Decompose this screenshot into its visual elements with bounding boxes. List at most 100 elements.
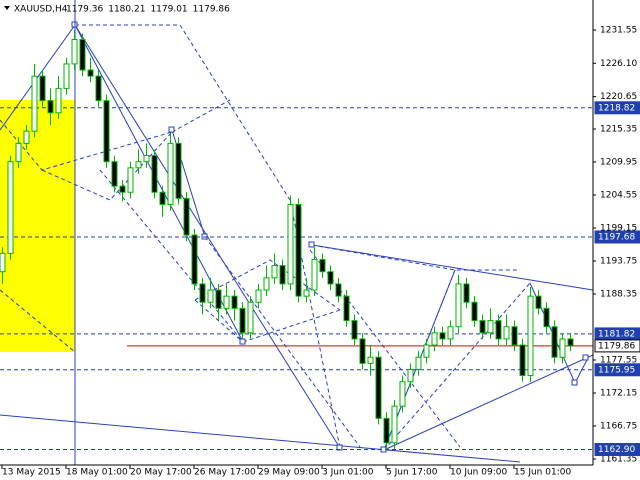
- x-tick-label: 29 May 09:00: [258, 468, 320, 478]
- y-tick-label: 1220.65: [600, 92, 637, 102]
- price-tag-label: 1218.82: [598, 103, 635, 113]
- candle-body: [415, 356, 422, 370]
- candle-body: [399, 381, 406, 407]
- candle-body: [191, 234, 198, 285]
- candle-body: [495, 320, 502, 340]
- candle-body: [487, 320, 494, 334]
- price-tag-label: 1197.68: [598, 232, 635, 242]
- y-tick-label: 1193.75: [600, 257, 637, 267]
- candle-body: [327, 271, 334, 285]
- candle-body: [279, 265, 286, 285]
- candle-body: [71, 38, 78, 65]
- price-tag: [594, 101, 640, 115]
- candle-body: [255, 289, 262, 303]
- candle-body: [463, 283, 470, 303]
- candle-body: [343, 295, 350, 322]
- candle-body: [551, 326, 558, 358]
- y-tick-label: 1204.55: [600, 191, 637, 201]
- candle-body: [127, 167, 134, 193]
- price-tag: [594, 363, 640, 377]
- quote-value: 1180.21: [108, 5, 145, 15]
- quote-value: 1179.86: [193, 5, 230, 15]
- candle-body: [143, 155, 150, 163]
- y-tick-label: 1177.55: [600, 356, 637, 366]
- candle-body: [447, 326, 454, 340]
- candle-body: [231, 295, 238, 309]
- price-tag: [594, 230, 640, 244]
- y-tick-label: 1209.95: [600, 158, 637, 168]
- candle-body: [431, 332, 438, 346]
- price-tag: [594, 443, 640, 457]
- candle-body: [439, 332, 446, 340]
- candle-body: [527, 295, 534, 377]
- price-tag-label: 1181.82: [598, 329, 635, 339]
- y-tick-label: 1199.15: [600, 224, 637, 234]
- candle-body: [295, 203, 302, 297]
- x-tick-label: 26 May 17:00: [194, 468, 256, 478]
- candle-body: [103, 100, 110, 163]
- symbol-arrow: [4, 6, 10, 10]
- candle-body: [167, 142, 174, 205]
- candle-body: [63, 63, 70, 89]
- candle-body: [135, 161, 142, 169]
- x-tick-label: 20 May 17:00: [130, 468, 192, 478]
- candle-body: [311, 258, 318, 291]
- x-tick-label: 15 Jun 01:00: [514, 468, 571, 478]
- y-tick-label: 1215.35: [600, 125, 637, 135]
- candle-body: [407, 368, 414, 383]
- candle-body: [239, 307, 246, 334]
- plot: [0, 30, 593, 451]
- candle-body: [519, 344, 526, 377]
- candle-body: [15, 142, 22, 163]
- candle-body: [23, 130, 30, 144]
- candle-body: [247, 301, 254, 334]
- candle-body: [423, 344, 430, 358]
- candle-body: [159, 191, 166, 205]
- candle-body: [119, 185, 126, 193]
- chart-title: XAUUSD,H4: [14, 5, 68, 15]
- candle-body: [391, 405, 398, 444]
- x-tick-label: 3 Jun 01:00: [322, 468, 374, 478]
- candle-body: [335, 283, 342, 297]
- price-tag-label: 1179.86: [598, 341, 635, 351]
- dashed-lines: [0, 24, 531, 451]
- candle-body: [47, 100, 54, 114]
- candle-body: [543, 307, 550, 328]
- price-tag: [594, 339, 640, 353]
- candle-body: [207, 289, 214, 303]
- x-tick-label: 5 Jun 17:00: [386, 468, 438, 478]
- candle-body: [87, 69, 94, 77]
- candle-body: [287, 203, 294, 285]
- x-tick-label: 18 May 01:00: [66, 468, 128, 478]
- quote-value: 1179.36: [66, 5, 103, 15]
- candle-body: [183, 197, 190, 236]
- y-tick-label: 1172.15: [600, 389, 637, 399]
- price-tag-label: 1162.90: [598, 445, 635, 455]
- candle-body: [351, 320, 358, 340]
- candle-body: [455, 283, 462, 328]
- candle-body: [567, 338, 574, 347]
- candle-body: [0, 252, 6, 273]
- candle-body: [319, 258, 326, 273]
- candle-body: [479, 320, 486, 334]
- x-tick-label: 10 Jun 09:00: [450, 468, 507, 478]
- candle-body: [383, 417, 390, 444]
- candle-body: [375, 356, 382, 419]
- candle-body: [151, 155, 158, 193]
- x-tick-label: 13 May 2015: [2, 468, 61, 478]
- candle-body: [95, 75, 102, 102]
- candle-body: [175, 142, 182, 199]
- candle-body: [503, 326, 510, 340]
- price-tag-label: 1175.95: [598, 365, 635, 375]
- candle-body: [31, 75, 38, 132]
- candle-body: [7, 161, 14, 254]
- quote-value: 1179.01: [150, 5, 187, 15]
- candle-body: [263, 277, 270, 291]
- candle-body: [55, 87, 62, 114]
- y-tick-label: 1188.35: [600, 290, 637, 300]
- candle-body: [559, 338, 566, 358]
- y-tick-label: 1226.10: [600, 59, 637, 69]
- candle-body: [359, 338, 366, 364]
